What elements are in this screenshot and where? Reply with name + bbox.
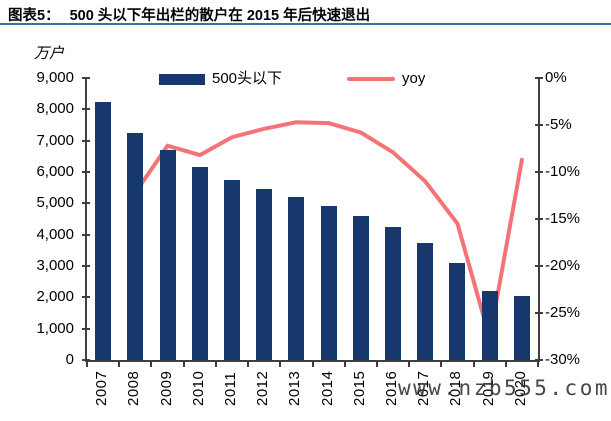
x-axis-tickmark bbox=[472, 362, 475, 367]
right-axis-tickmark bbox=[535, 77, 543, 79]
bar-2012 bbox=[256, 189, 273, 360]
plot-area: 500头以下 yoy bbox=[82, 70, 543, 367]
bar-2011 bbox=[223, 179, 240, 360]
bar-2010 bbox=[191, 167, 208, 360]
line-series-label: yoy bbox=[402, 70, 426, 87]
x-axis-label-2012: 2012 bbox=[254, 370, 272, 406]
x-axis-label-2010: 2010 bbox=[189, 370, 207, 406]
right-axis-tickmark bbox=[535, 359, 543, 361]
left-axis-tickmark bbox=[82, 108, 90, 111]
right-axis-tick-label: -10% bbox=[545, 163, 581, 180]
yoy-line bbox=[133, 120, 524, 341]
x-axis-tickmark bbox=[311, 362, 314, 367]
left-axis-unit-label: 万户 bbox=[34, 46, 65, 62]
x-axis-tickmark bbox=[504, 362, 507, 367]
bar-2020 bbox=[513, 295, 530, 360]
bar-2007 bbox=[95, 101, 112, 360]
left-axis-tickmark bbox=[82, 202, 90, 205]
left-axis-tick-label: 6,000 bbox=[36, 163, 74, 180]
x-axis-tickmark bbox=[440, 362, 443, 367]
right-axis-tick-label: -30% bbox=[545, 351, 581, 368]
x-axis-tickmark bbox=[375, 362, 378, 367]
left-axis-tickmark bbox=[82, 296, 90, 299]
x-axis-tickmark bbox=[279, 362, 282, 367]
left-axis-tickmark bbox=[82, 233, 90, 236]
right-axis-tickmark bbox=[535, 124, 543, 126]
right-axis-tick-label: -15% bbox=[545, 210, 581, 227]
left-axis-tick-label: 3,000 bbox=[36, 257, 74, 274]
bar-series-label: 500头以下 bbox=[212, 70, 283, 87]
right-axis-tick-label: -20% bbox=[545, 257, 581, 274]
left-axis-tickmark bbox=[82, 265, 90, 267]
x-axis-label-2015: 2015 bbox=[350, 370, 368, 406]
bar-2016 bbox=[385, 226, 402, 360]
bar-2009 bbox=[159, 150, 176, 360]
right-axis-tick-label: -25% bbox=[545, 304, 581, 321]
x-axis-tickmark bbox=[247, 362, 250, 367]
legend-item-bar-series: 500头以下 bbox=[159, 69, 282, 89]
yoy-line-chart bbox=[133, 120, 524, 341]
left-axis-tickmark bbox=[82, 327, 90, 330]
left-axis-tickmark bbox=[82, 359, 90, 361]
left-axis-tickmark bbox=[82, 171, 90, 173]
x-axis-label-2009: 2009 bbox=[157, 370, 175, 406]
right-axis-tickmark bbox=[535, 312, 543, 314]
left-axis-tick-label: 7,000 bbox=[36, 131, 74, 149]
bar-2008 bbox=[127, 132, 144, 360]
right-axis-tick-label: 0% bbox=[545, 69, 567, 86]
x-axis-label-2011: 2011 bbox=[221, 371, 239, 406]
bar-series-swatch bbox=[159, 73, 205, 85]
x-axis-tickmark bbox=[537, 362, 539, 367]
x-axis-tickmark bbox=[182, 362, 185, 367]
right-axis-tickmark bbox=[535, 171, 543, 173]
line-series-swatch bbox=[347, 77, 395, 81]
bar-2015 bbox=[352, 215, 369, 360]
left-axis-tick-label: 9,000 bbox=[36, 69, 74, 86]
x-axis-label-2007: 2007 bbox=[93, 370, 111, 406]
right-axis-tickmark bbox=[535, 218, 543, 220]
right-axis-tickmark bbox=[535, 265, 543, 267]
x-axis-tickmark bbox=[343, 362, 346, 367]
left-axis-tick-label: 5,000 bbox=[36, 194, 74, 212]
x-axis-label-2008: 2008 bbox=[125, 370, 143, 406]
bar-2017 bbox=[417, 242, 434, 360]
left-axis-tick-label: 1,000 bbox=[36, 319, 74, 337]
x-axis-tickmark bbox=[408, 362, 411, 367]
bar-2013 bbox=[288, 197, 305, 360]
x-axis-tickmark bbox=[214, 362, 217, 367]
left-axis-tick-label: 0 bbox=[65, 351, 74, 368]
x-axis-label-2014: 2014 bbox=[318, 370, 336, 406]
left-axis-tick-label: 4,000 bbox=[36, 225, 74, 243]
x-axis-tickmark bbox=[150, 362, 153, 367]
left-axis-tick-label: 2,000 bbox=[36, 288, 74, 306]
x-axis-tickmark bbox=[86, 362, 88, 367]
watermark-text: www.nzb555.com bbox=[397, 376, 610, 400]
left-axis-tickmark bbox=[82, 77, 90, 79]
legend-item-line-series: yoy bbox=[347, 69, 425, 89]
figure-title: 500 头以下年出栏的散户在 2015 年后快速退出 bbox=[69, 8, 371, 24]
left-axis-tickmark bbox=[82, 139, 90, 142]
figure-header: 图表5： 500 头以下年出栏的散户在 2015 年后快速退出 bbox=[0, 0, 611, 25]
figure-title-row: 图表5： 500 头以下年出栏的散户在 2015 年后快速退出 bbox=[0, 0, 611, 25]
left-axis-tick-label: 8,000 bbox=[36, 100, 74, 118]
bar-2018 bbox=[449, 262, 466, 360]
bar-2014 bbox=[320, 206, 337, 360]
x-axis-tickmark bbox=[118, 362, 121, 367]
x-axis-label-2013: 2013 bbox=[286, 370, 304, 406]
right-axis-tick-label: -5% bbox=[545, 116, 572, 133]
figure-number-label: 图表5： bbox=[8, 8, 60, 24]
bar-2019 bbox=[481, 291, 498, 360]
